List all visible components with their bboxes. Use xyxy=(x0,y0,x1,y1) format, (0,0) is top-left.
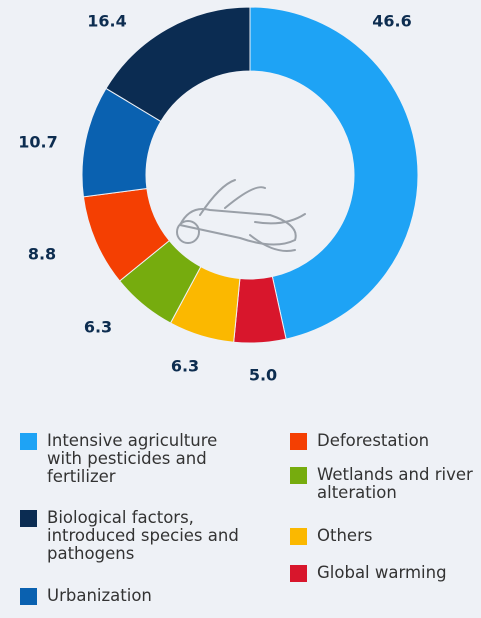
legend-label: Global warming xyxy=(317,564,447,582)
legend-swatch xyxy=(290,467,307,484)
legend-swatch xyxy=(290,433,307,450)
legend-item: Intensive agriculture with pesticides an… xyxy=(20,432,255,486)
data-label: 10.7 xyxy=(18,133,57,152)
legend-swatch xyxy=(20,433,37,450)
data-label: 6.3 xyxy=(171,357,199,376)
legend-label: Urbanization xyxy=(47,587,152,605)
insect-icon xyxy=(177,180,305,251)
slices xyxy=(82,7,418,343)
legend-label: Intensive agriculture with pesticides an… xyxy=(47,432,255,486)
chart: 46.6 5.0 6.3 6.3 8.8 10.7 16.4 xyxy=(0,0,481,400)
data-label: 16.4 xyxy=(87,12,126,31)
data-label: 6.3 xyxy=(84,318,112,337)
data-label: 8.8 xyxy=(28,245,56,264)
legend-item: Others xyxy=(290,527,475,545)
data-label: 5.0 xyxy=(249,366,277,385)
legend-swatch xyxy=(20,588,37,605)
legend-swatch xyxy=(290,565,307,582)
legend-label: Others xyxy=(317,527,372,545)
legend-item: Global warming xyxy=(290,564,475,582)
legend-swatch xyxy=(290,528,307,545)
legend-swatch xyxy=(20,510,37,527)
legend-item: Wetlands and river alteration xyxy=(290,466,475,502)
legend-label: Wetlands and river alteration xyxy=(317,466,475,502)
legend-label: Deforestation xyxy=(317,432,429,450)
legend-item: Urbanization xyxy=(20,587,255,605)
legend-item: Biological factors, introduced species a… xyxy=(20,509,255,563)
legend-label: Biological factors, introduced species a… xyxy=(47,509,255,563)
legend-item: Deforestation xyxy=(290,432,475,450)
data-label: 46.6 xyxy=(372,12,411,31)
page: {"chart_data": {"type": "donut", "catego… xyxy=(0,0,481,618)
